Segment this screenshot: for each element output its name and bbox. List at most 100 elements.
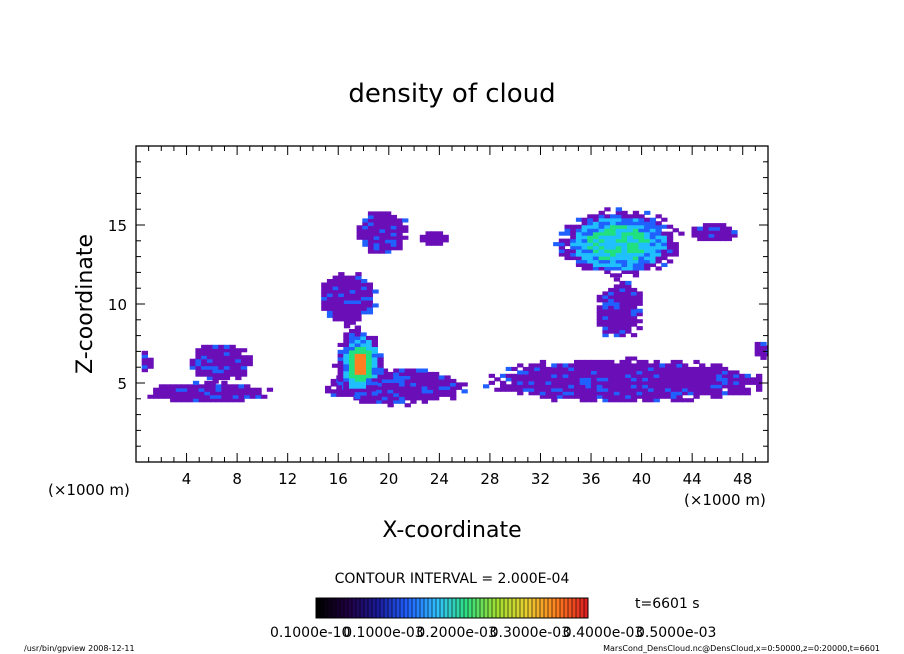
cloud-cell: [373, 218, 380, 223]
cloud-cell: [596, 312, 603, 317]
cloud-cell: [608, 366, 615, 371]
cloud-cell: [372, 303, 379, 308]
cloud-cell: [371, 367, 378, 372]
cloud-cell: [625, 326, 632, 331]
cloud-cell: [766, 345, 768, 350]
cloud-cell: [558, 245, 566, 250]
cloud-cell: [592, 252, 600, 257]
cloud-cell: [371, 374, 378, 379]
cloud-cell: [665, 394, 672, 399]
cloud-cell: [330, 389, 337, 394]
cloud-cell: [585, 359, 592, 364]
cloud-region: [189, 344, 253, 384]
cloud-cell: [410, 385, 417, 390]
cloud-cell: [354, 377, 361, 382]
cloud-cell: [636, 319, 643, 324]
cloud-cell: [562, 380, 569, 385]
cloud-cell: [687, 377, 694, 382]
cloud-cell: [192, 384, 200, 389]
cloud-cell: [704, 366, 712, 371]
cloud-cell: [337, 360, 344, 365]
cloud-cell: [387, 382, 394, 387]
cloud-cell: [721, 377, 729, 382]
cloud-cell: [570, 224, 577, 229]
cloud-cell: [670, 394, 677, 399]
cloud-cell: [362, 235, 369, 240]
cloud-cell: [356, 232, 363, 237]
cloud-cell: [379, 239, 386, 244]
cloud-cell: [330, 392, 337, 397]
cloud-cell: [666, 238, 674, 243]
cloud-cell: [421, 371, 428, 376]
colorbar-swatch: [476, 598, 481, 618]
cloud-cell: [630, 384, 638, 389]
cloud-cell: [330, 378, 337, 383]
cloud-cell: [610, 235, 617, 240]
cloud-cell: [682, 370, 689, 375]
cloud-cell: [714, 226, 721, 231]
cloud-cell: [195, 372, 202, 377]
cloud-cell: [373, 232, 380, 237]
cloud-cell: [602, 333, 609, 338]
colorbar-swatch: [364, 598, 369, 618]
cloud-cell: [522, 387, 530, 392]
cloud-cell: [636, 377, 643, 382]
cloud-cell: [744, 377, 751, 382]
cloud-cell: [398, 375, 406, 380]
cloud-cell: [349, 363, 356, 368]
cloud-cell: [371, 339, 378, 344]
cloud-cell: [551, 387, 558, 392]
cloud-cell: [189, 365, 196, 370]
cloud-cell: [721, 384, 729, 389]
cloud-cell: [377, 360, 384, 365]
cloud-cell: [672, 228, 679, 233]
cloud-cell: [644, 245, 651, 250]
cloud-cell: [367, 239, 375, 244]
cloud-cell: [647, 363, 655, 368]
cloud-cell: [349, 384, 356, 389]
cloud-cell: [632, 273, 640, 278]
cloud-cell: [602, 363, 609, 368]
cloud-cell: [585, 377, 592, 382]
cloud-cell: [534, 373, 541, 378]
cloud-cell: [141, 350, 148, 355]
cloud-cell: [596, 391, 603, 396]
cloud-cell: [376, 389, 383, 394]
cloud-cell: [625, 294, 632, 299]
cloud-cell: [343, 377, 350, 382]
cloud-cell: [708, 230, 715, 235]
cloud-cell: [568, 366, 575, 371]
cloud-cell: [398, 389, 406, 394]
cloud-cell: [343, 299, 351, 304]
cloud-cell: [343, 306, 351, 311]
cloud-cell: [223, 351, 231, 356]
cloud-cell: [693, 384, 700, 389]
cloud-cell: [598, 214, 605, 219]
cloud-cell: [665, 373, 672, 378]
cloud-cell: [359, 399, 366, 404]
cloud-cell: [551, 394, 558, 399]
cloud-cell: [619, 384, 626, 389]
cloud-cell: [598, 231, 605, 236]
cloud-cell: [591, 398, 598, 403]
cloud-cell: [608, 363, 615, 368]
cloud-cell: [721, 370, 729, 375]
cloud-cell: [708, 223, 715, 228]
cloud-cell: [235, 376, 242, 381]
cloud-cell: [528, 387, 535, 392]
cloud-cell: [604, 249, 611, 254]
cloud-cell: [349, 353, 356, 358]
cloud-cell: [229, 372, 236, 377]
cloud-cell: [754, 341, 761, 346]
cloud-cell: [591, 387, 598, 392]
cloud-cell: [610, 242, 617, 247]
cloud-cell: [539, 370, 547, 375]
cloud-cell: [659, 363, 666, 368]
cloud-cell: [591, 373, 598, 378]
cloud-cell: [212, 369, 219, 374]
cloud-cell: [636, 359, 643, 364]
cloud-cell: [670, 380, 677, 385]
cloud-cell: [672, 252, 679, 257]
cloud-cell: [404, 389, 411, 394]
cloud-cell: [192, 394, 200, 399]
